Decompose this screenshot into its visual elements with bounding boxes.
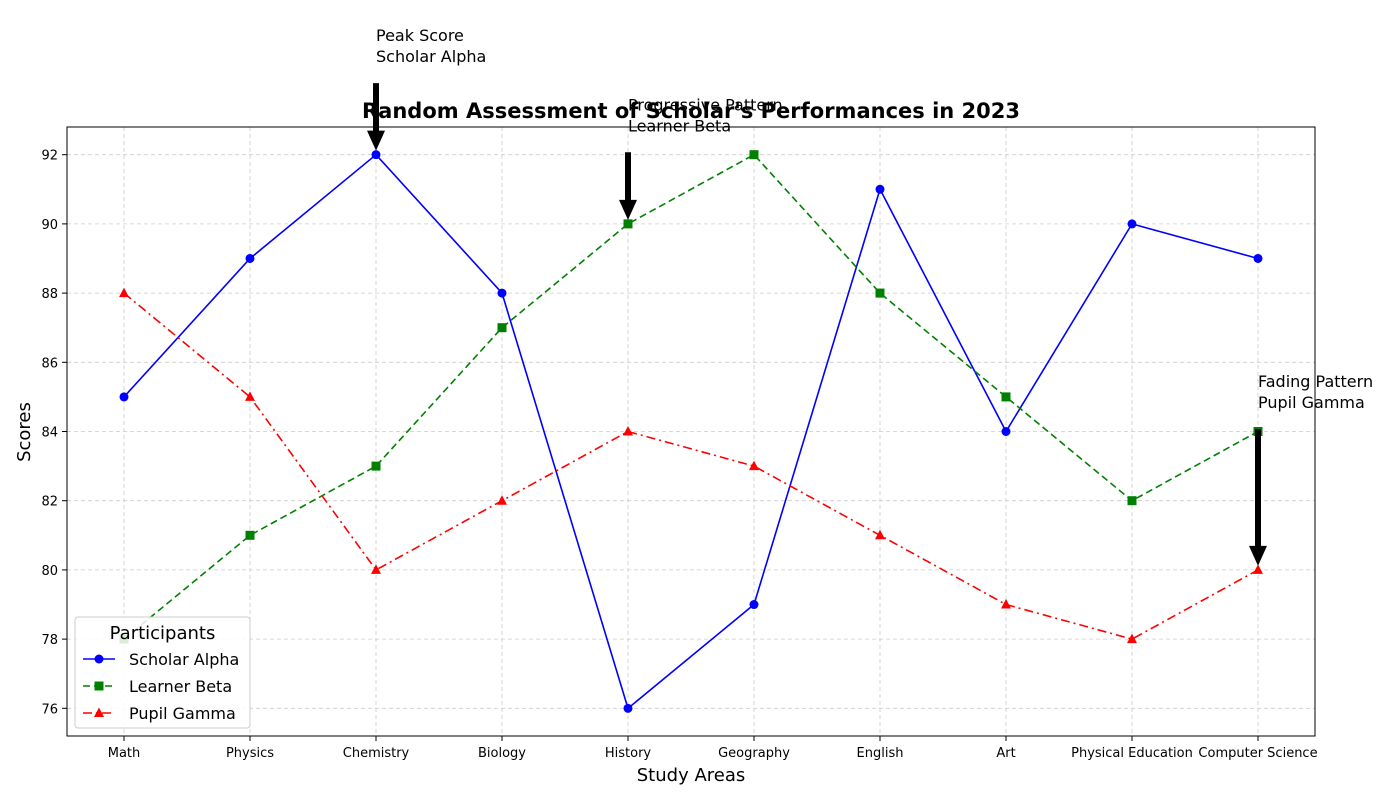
y-tick-label: 84 xyxy=(41,426,58,441)
data-point xyxy=(371,564,381,574)
series-line xyxy=(123,153,1259,710)
annotation-text: Fading Pattern xyxy=(1258,372,1373,391)
legend-label: Learner Beta xyxy=(129,677,232,696)
y-tick-label: 90 xyxy=(41,218,58,233)
data-point xyxy=(1127,496,1137,506)
annotation-text: Peak Score xyxy=(376,26,464,45)
x-tick-label: Physics xyxy=(226,746,274,761)
series-3 xyxy=(119,287,1263,644)
data-point xyxy=(119,392,129,402)
series-line xyxy=(123,153,1259,640)
data-point xyxy=(497,288,507,298)
x-tick-label: Art xyxy=(996,746,1015,761)
data-point xyxy=(119,287,129,298)
data-point xyxy=(497,323,507,333)
data-point xyxy=(749,600,759,610)
series-1 xyxy=(119,150,1263,713)
x-tick-label: Biology xyxy=(478,746,526,761)
y-tick-label: 82 xyxy=(41,495,58,510)
x-tick-label: Geography xyxy=(718,746,790,761)
data-point xyxy=(245,253,255,263)
series-line xyxy=(123,292,1259,640)
annotation: Peak Score Scholar Alpha xyxy=(367,26,486,151)
x-tick-label: Computer Science xyxy=(1198,746,1317,761)
y-tick-label: 78 xyxy=(41,633,58,648)
annotation-text: Pupil Gamma xyxy=(1258,393,1365,412)
y-tick-label: 86 xyxy=(41,356,58,371)
annotation-text: Learner Beta xyxy=(628,116,731,135)
legend-box xyxy=(74,616,251,729)
axis-ticks: Math Physics Chemistry Biology History Geogra… xyxy=(41,149,1317,761)
data-point xyxy=(371,461,381,471)
grid xyxy=(67,127,1315,736)
x-tick-label: Chemistry xyxy=(343,746,410,761)
annotation-arrow-head xyxy=(1249,545,1267,566)
x-tick-label: Math xyxy=(108,746,141,761)
data-point xyxy=(1001,599,1011,609)
annotations: Peak Score Scholar Alpha Progressive Patte… xyxy=(367,26,1373,566)
data-point xyxy=(1001,392,1011,402)
y-tick-label: 80 xyxy=(41,564,58,579)
data-point xyxy=(1127,633,1137,644)
annotation-arrow-head xyxy=(367,130,385,151)
x-tick-label: History xyxy=(605,746,652,761)
data-point xyxy=(1001,427,1011,436)
data-point xyxy=(1127,219,1137,229)
data-point xyxy=(875,184,885,194)
x-tick-label: English xyxy=(857,746,904,761)
data-point xyxy=(749,150,759,160)
legend-swatch-marker xyxy=(94,681,104,691)
legend-label: Scholar Alpha xyxy=(129,650,239,669)
y-tick-label: 76 xyxy=(41,702,58,717)
data-point xyxy=(623,426,633,436)
y-tick-label: 88 xyxy=(41,287,58,302)
legend-swatch-marker xyxy=(94,654,104,664)
data-point xyxy=(1253,564,1263,574)
data-point xyxy=(497,495,507,505)
annotation-text: Progressive Pattern xyxy=(628,95,783,114)
data-point xyxy=(245,530,255,540)
data-point xyxy=(245,391,255,401)
x-tick-label: Physical Education xyxy=(1071,746,1193,761)
legend-entry: Pupil Gamma xyxy=(83,704,236,723)
annotation: Progressive Pattern Learner Beta xyxy=(619,95,783,220)
y-tick-label: 92 xyxy=(41,149,58,164)
annotation-text: Scholar Alpha xyxy=(376,47,486,66)
data-point xyxy=(875,288,885,298)
data-point xyxy=(623,219,633,229)
x-axis-label: Study Areas xyxy=(637,765,746,786)
legend: Participants Scholar Alpha Learner Beta Pup… xyxy=(74,616,251,729)
y-axis-label: Scores xyxy=(14,402,35,462)
data-point xyxy=(371,150,381,160)
data-point xyxy=(1253,253,1263,263)
annotation-arrow-head xyxy=(619,199,637,220)
legend-entry: Scholar Alpha xyxy=(83,650,239,669)
data-point xyxy=(749,460,759,471)
data-point xyxy=(875,529,885,540)
data-point xyxy=(623,703,633,713)
chart-title: Random Assessment of Scholar's Performan… xyxy=(362,99,1020,123)
legend-swatch-marker xyxy=(94,707,104,717)
legend-title: Participants xyxy=(110,623,216,644)
annotation: Fading Pattern Pupil Gamma xyxy=(1249,372,1373,566)
legend-label: Pupil Gamma xyxy=(129,704,236,723)
legend-entry: Learner Beta xyxy=(83,677,232,696)
